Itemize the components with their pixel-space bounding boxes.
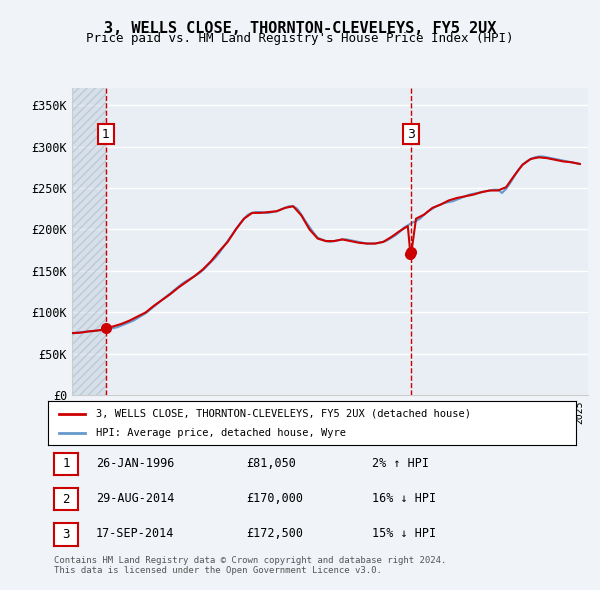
Text: 3, WELLS CLOSE, THORNTON-CLEVELEYS, FY5 2UX: 3, WELLS CLOSE, THORNTON-CLEVELEYS, FY5 …	[104, 21, 496, 35]
Text: 3: 3	[62, 528, 70, 541]
Text: Contains HM Land Registry data © Crown copyright and database right 2024.
This d: Contains HM Land Registry data © Crown c…	[54, 556, 446, 575]
Text: HPI: Average price, detached house, Wyre: HPI: Average price, detached house, Wyre	[95, 428, 346, 438]
Text: 15% ↓ HPI: 15% ↓ HPI	[372, 527, 436, 540]
Text: 17-SEP-2014: 17-SEP-2014	[96, 527, 175, 540]
Text: 3: 3	[407, 127, 415, 140]
Text: 3, WELLS CLOSE, THORNTON-CLEVELEYS, FY5 2UX (detached house): 3, WELLS CLOSE, THORNTON-CLEVELEYS, FY5 …	[95, 409, 470, 418]
Text: 2: 2	[62, 493, 70, 506]
Text: £170,000: £170,000	[246, 492, 303, 505]
Text: 29-AUG-2014: 29-AUG-2014	[96, 492, 175, 505]
Text: 2% ↑ HPI: 2% ↑ HPI	[372, 457, 429, 470]
Text: 16% ↓ HPI: 16% ↓ HPI	[372, 492, 436, 505]
Text: £172,500: £172,500	[246, 527, 303, 540]
Text: 1: 1	[102, 127, 110, 140]
Bar	[72, 88, 106, 395]
Text: 1: 1	[62, 457, 70, 470]
Text: £81,050: £81,050	[246, 457, 296, 470]
Text: 26-JAN-1996: 26-JAN-1996	[96, 457, 175, 470]
Text: Price paid vs. HM Land Registry's House Price Index (HPI): Price paid vs. HM Land Registry's House …	[86, 32, 514, 45]
